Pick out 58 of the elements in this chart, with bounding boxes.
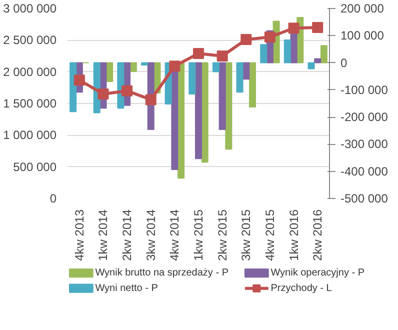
- x-tick-label: 3kw 2015: [239, 209, 254, 261]
- legend-label: Wyni netto - P: [95, 282, 158, 294]
- x-tick-label: 2kw 2014: [120, 209, 134, 261]
- bar: [212, 62, 220, 72]
- bar: [201, 62, 208, 163]
- point: [74, 74, 85, 86]
- point: [216, 50, 228, 62]
- x-tick-label: 1kw 2015: [192, 209, 206, 261]
- y2-tick-label: -300 000: [340, 137, 388, 152]
- y-tick-label: 2 500 000: [3, 33, 57, 48]
- bar: [188, 62, 196, 94]
- bar: [260, 44, 268, 64]
- bar: [194, 62, 202, 160]
- point: [193, 48, 204, 59]
- point: [169, 60, 180, 72]
- point: [288, 22, 300, 34]
- y-tick-label: 0: [50, 192, 57, 206]
- y-tick-label: 3 000 000: [3, 2, 57, 16]
- legend-label: Wynik operacyjny - P: [270, 268, 365, 279]
- y-tick-label: 500 000: [13, 160, 57, 174]
- legend-label: Przychody - L: [270, 282, 332, 294]
- bar: [130, 62, 137, 72]
- point: [122, 85, 133, 96]
- x-tick-label: 2kw 2015: [215, 209, 230, 261]
- y2-tick-label: -200 000: [340, 110, 388, 124]
- y-tick-label: 2 000 000: [3, 64, 57, 79]
- bar: [320, 45, 328, 64]
- bar: [308, 62, 315, 70]
- point: [264, 32, 276, 42]
- point: [98, 88, 109, 100]
- point: [145, 94, 156, 106]
- bar: [178, 62, 185, 179]
- bar: [314, 58, 322, 64]
- bar: [106, 62, 114, 82]
- x-tick-label: 1kw 2014: [96, 209, 110, 261]
- x-tick-label: 4kw 2015: [262, 209, 277, 261]
- bar: [236, 62, 244, 93]
- x-tick-label: 1kw 2016: [286, 209, 301, 261]
- x-tick-label: 4kw 2014: [168, 209, 182, 261]
- y2-tick-label: -400 000: [340, 164, 388, 178]
- y2-tick-label: 0: [340, 56, 348, 70]
- x-tick-label: 3kw 2014: [144, 209, 158, 261]
- point: [312, 22, 324, 33]
- legend-label: Wynik brutto na sprzedaży - P: [95, 268, 229, 279]
- y2-tick-label: -500 000: [340, 192, 388, 206]
- bar: [218, 62, 226, 130]
- x-tick-label: 4kw 2013: [72, 209, 86, 261]
- bar: [284, 39, 291, 64]
- y2-tick-label: -100 000: [340, 82, 388, 97]
- y-tick-label: 1 000 000: [3, 128, 57, 142]
- y-tick-label: 1 500 000: [3, 96, 57, 110]
- bar: [140, 62, 148, 66]
- bar: [248, 62, 256, 108]
- y2-tick-label: 200 000: [340, 2, 384, 16]
- point: [240, 34, 252, 46]
- x-tick-label: 2kw 2016: [310, 209, 325, 261]
- y2-tick-label: 100 000: [340, 28, 384, 43]
- bar: [70, 62, 77, 112]
